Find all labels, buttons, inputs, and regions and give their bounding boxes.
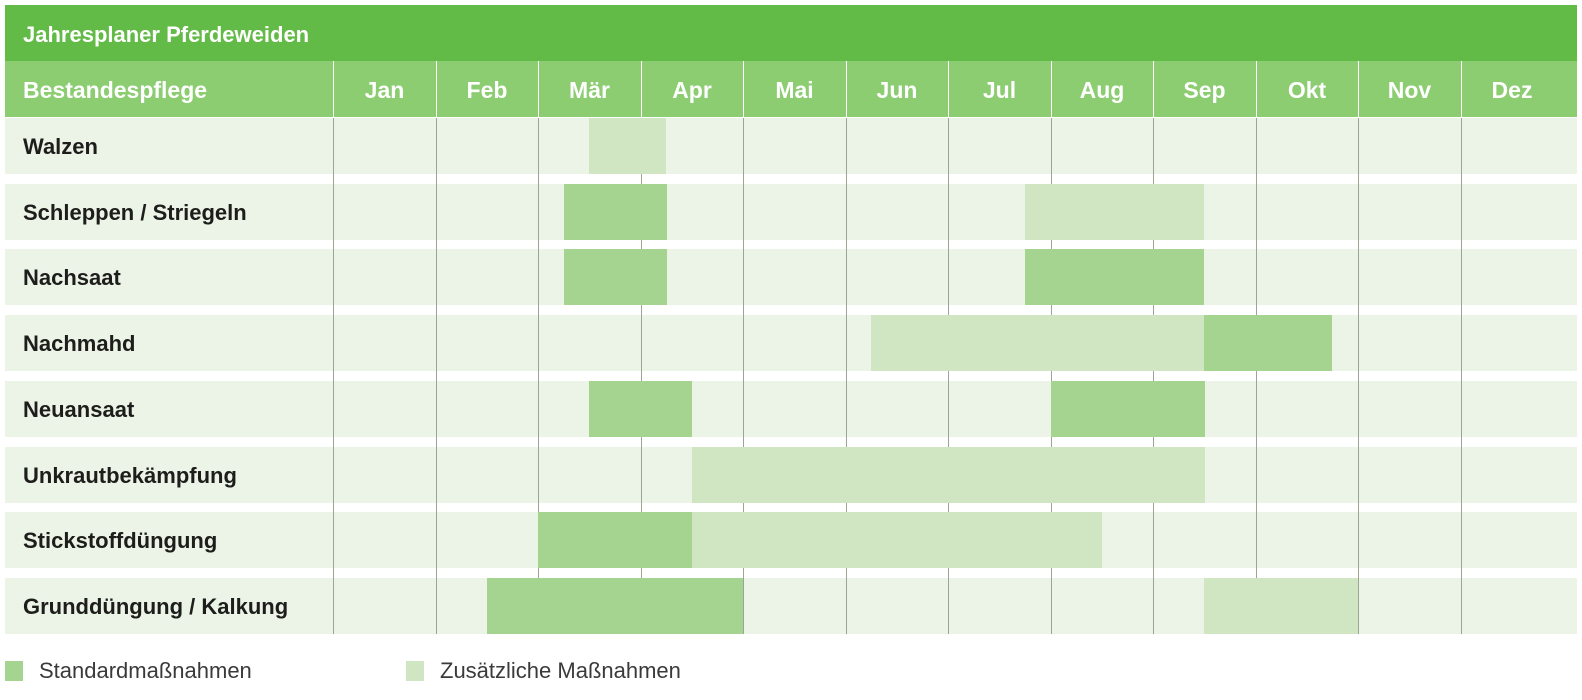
header-divider [641,61,642,117]
header-divider [846,61,847,117]
title-bar: Jahresplaner Pferdeweiden [5,5,1577,61]
bar-additional [1025,184,1204,240]
bar-additional [692,447,1205,503]
row-header-label: Bestandespflege [23,77,208,103]
month-label: Mai [775,77,814,103]
task-label: Unkrautbekämpfung [23,463,237,488]
month-divider [436,118,437,634]
header-divider [1256,61,1257,117]
header-divider [948,61,949,117]
month-label: Feb [466,77,508,103]
month-label: Jun [876,77,918,103]
header-divider [1461,61,1462,117]
legend-label-standard: Standardmaßnahmen [39,658,252,683]
task-row: Nachmahd [5,315,1577,371]
header-divider [743,61,744,117]
header-divider [436,61,437,117]
legend-standard: Standardmaßnahmen [5,658,305,684]
task-label: Nachsaat [23,265,121,290]
legend-additional: Zusätzliche Maßnahmen [406,658,746,684]
header-row: Bestandespflege Jan Feb Mär Apr Mai Jun Jul Aug… [5,61,1577,117]
bar-additional [692,512,1102,568]
month-label: Jan [364,77,405,103]
month-divider [1358,118,1359,634]
bar-additional [871,315,1204,371]
month-label: Sep [1183,77,1226,103]
month-label: Nov [1387,77,1432,103]
month-divider [743,118,744,634]
header-divider [333,61,334,117]
month-divider [538,118,539,634]
header-divider [1358,61,1359,117]
task-label: Schleppen / Striegeln [23,200,247,225]
month-divider [1051,118,1052,634]
header-divider [538,61,539,117]
bar-standard [589,381,692,437]
month-divider [333,118,334,634]
month-label: Mär [569,77,610,103]
bar-additional [1204,578,1358,634]
month-label: Okt [1287,77,1327,103]
task-row: Schleppen / Striegeln [5,184,1577,240]
task-label: Nachmahd [23,331,136,356]
bar-standard [1051,381,1205,437]
bar-standard [564,249,667,305]
month-label: Jul [982,77,1017,103]
bar-standard [564,184,667,240]
month-label: Dez [1491,77,1533,103]
legend-swatch-additional [406,661,424,681]
month-divider [948,118,949,634]
legend-swatch-standard [5,661,23,681]
bar-standard [1025,249,1204,305]
chart-title: Jahresplaner Pferdeweiden [23,22,310,47]
task-row: Nachsaat [5,249,1577,305]
header-divider [1153,61,1154,117]
month-label: Apr [672,77,712,103]
month-divider [1461,118,1462,634]
bar-additional [589,118,666,174]
bar-standard [538,512,692,568]
task-label: Grunddüngung / Kalkung [23,594,289,619]
task-label: Neuansaat [23,397,135,422]
legend-label-additional: Zusätzliche Maßnahmen [440,658,681,683]
month-label: Aug [1079,77,1125,103]
task-row: Neuansaat [5,381,1577,437]
task-label: Stickstoffdüngung [23,528,218,553]
month-divider [641,118,642,634]
bar-standard [487,578,743,634]
month-divider [1153,118,1154,634]
task-row: Walzen [5,118,1577,174]
month-divider [1256,118,1257,634]
header-divider [1051,61,1052,117]
task-label: Walzen [23,134,98,159]
bar-standard [1204,315,1332,371]
month-divider [846,118,847,634]
